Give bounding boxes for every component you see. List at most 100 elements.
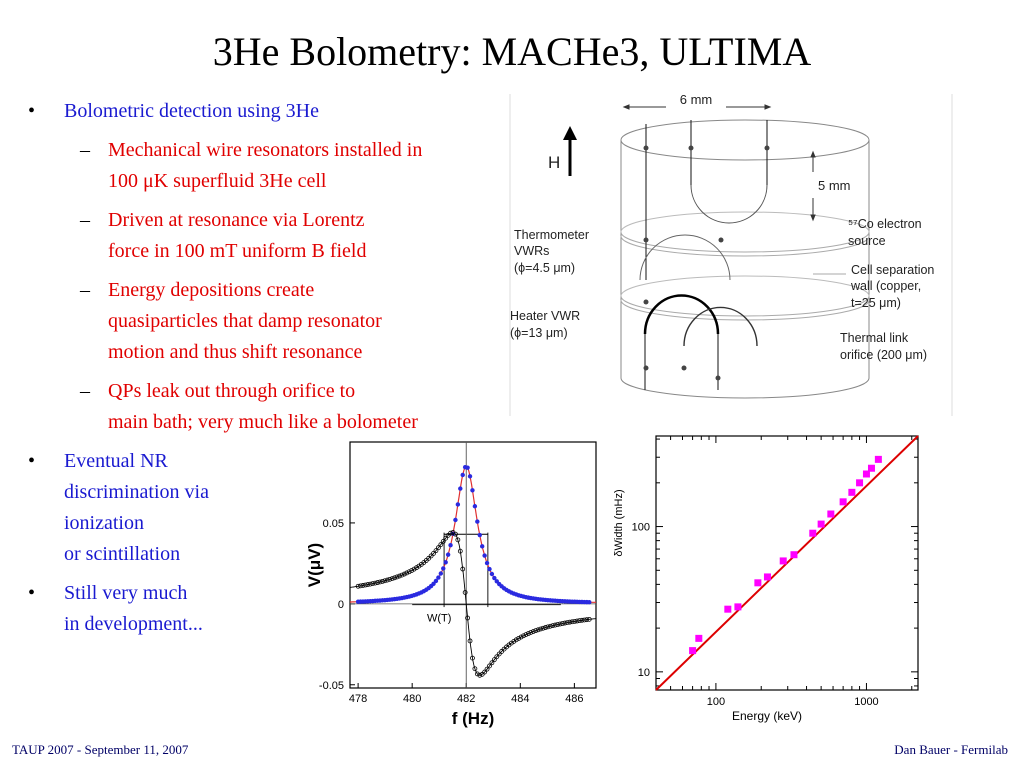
quadrature-point	[370, 581, 376, 587]
bullet-list: • Bolometric detection using 3He – Mechani…	[28, 96, 528, 648]
bullet-dot: •	[28, 100, 36, 122]
bullet-line: Still very much	[64, 582, 188, 604]
quadrature-point	[557, 621, 563, 627]
quadrature-point	[355, 583, 361, 589]
quadrature-point	[367, 581, 373, 587]
quadrature-point	[384, 577, 390, 583]
quadrature-point	[397, 573, 402, 579]
quadrature-point	[530, 629, 536, 634]
quadrature-point	[550, 623, 556, 629]
bullet-dash: –	[80, 279, 90, 301]
in-phase-point	[492, 575, 497, 581]
footer-right: Dan Bauer - Fermilab	[894, 742, 1008, 757]
sub-bullet-resonators: – Mechanical wire resonators installed in…	[28, 135, 528, 197]
in-phase-point	[487, 566, 492, 572]
sub-bullet-line: main bath; very much like a bolometer	[108, 411, 418, 433]
quadrature-point	[474, 671, 480, 677]
data-point	[754, 579, 762, 587]
data-point	[862, 470, 870, 478]
quadrature-point	[426, 555, 432, 561]
x-tick-label: 482	[457, 693, 475, 705]
quadrature-point	[569, 619, 575, 625]
bullet-line: ionization	[64, 512, 144, 534]
heater-label-1: Heater VWR	[510, 309, 580, 323]
cell-diagram: 6 mm H 5 mm	[508, 90, 956, 416]
in-phase-point	[477, 532, 482, 538]
vwr-wires	[639, 120, 768, 390]
data-point	[734, 603, 742, 611]
data-point	[790, 551, 798, 559]
data-point	[867, 464, 875, 472]
in-phase-point	[460, 472, 465, 478]
quadrature-point	[457, 548, 463, 554]
quadrature-point	[547, 623, 553, 629]
quadrature-point	[564, 620, 570, 626]
in-phase-point	[479, 544, 485, 549]
quadrature-point	[579, 617, 585, 623]
x-tick-label: 1000	[854, 696, 878, 708]
energy-chart: 100 1000 10 100 Energy (keV) δWidth (mHz)	[613, 435, 919, 723]
data-point	[817, 520, 825, 528]
quadrature-point	[358, 583, 363, 589]
x-tick-label: 486	[565, 693, 583, 705]
quadrature-point	[460, 566, 466, 572]
quadrature-point	[586, 616, 592, 622]
in-phase-point	[489, 571, 495, 577]
wire-beads	[643, 145, 770, 381]
bullet-dash: –	[80, 209, 90, 231]
in-phase-point	[448, 542, 453, 548]
in-phase-point	[458, 486, 463, 491]
quadrature-point	[440, 538, 446, 544]
width-annotation: W(T)	[427, 613, 451, 625]
bullet-development: • Still very much in development...	[28, 578, 528, 640]
in-phase-point	[433, 578, 439, 584]
sub-bullet-orifice: – QPs leak out through orifice to main bat…	[28, 376, 528, 438]
width-label: 6 mm	[680, 92, 713, 107]
bullet-line: Eventual NR	[64, 450, 168, 472]
orifice-label-1: Thermal link	[840, 331, 909, 345]
bullet-line: in development...	[64, 613, 203, 635]
y-axis-label: δWidth (mHz)	[613, 489, 625, 556]
quadrature-point	[438, 542, 444, 547]
data-point	[827, 510, 835, 518]
quadrature-point	[552, 622, 558, 628]
quadrature-point	[435, 545, 441, 551]
quadrature-point	[433, 548, 439, 554]
bullet-dot: •	[28, 582, 36, 604]
quadrature-point	[560, 621, 565, 626]
field-label: H	[548, 153, 560, 172]
cylinder	[620, 119, 870, 399]
wall-label-2: wall (copper,	[850, 279, 921, 293]
sub-bullet-line: Energy depositions create	[108, 279, 315, 301]
quadrature-point	[394, 574, 400, 580]
field-arrow-icon	[563, 126, 577, 176]
quadrature-point	[518, 634, 524, 640]
data-point	[695, 634, 703, 642]
sub-bullet-line: 100 μK superfluid 3He cell	[108, 170, 327, 192]
quadrature-point	[477, 672, 483, 678]
x-axis-label: Energy (keV)	[732, 709, 802, 723]
in-phase-point	[443, 560, 448, 565]
wall-label-3: t=25 μm)	[851, 296, 901, 310]
sub-bullet-line: force in 100 mT uniform B field	[108, 240, 367, 262]
quadrature-point	[465, 615, 470, 621]
quadrature-point	[392, 575, 398, 581]
data-point	[848, 488, 856, 496]
in-phase-point	[436, 575, 441, 580]
y-tick-label: 0	[338, 599, 344, 611]
quadrature-point	[528, 630, 534, 635]
thermometer-label-2: VWRs	[514, 244, 549, 258]
bullet-bolometric: • Bolometric detection using 3He	[28, 96, 528, 127]
bullet-line: discrimination via	[64, 481, 209, 503]
quadrature-point	[523, 632, 529, 637]
sub-bullet-line: Driven at resonance via Lorentz	[108, 209, 365, 231]
quadrature-point	[399, 572, 405, 578]
x-tick-label: 484	[511, 693, 529, 705]
in-phase-point	[441, 566, 446, 571]
in-phase-point	[470, 488, 475, 493]
quadrature-point	[389, 576, 395, 582]
quadrature-point	[363, 582, 368, 588]
y-axis-label: V(μV)	[305, 543, 324, 587]
x-tick-label: 478	[349, 693, 367, 705]
x-axis-label: f (Hz)	[452, 709, 494, 728]
